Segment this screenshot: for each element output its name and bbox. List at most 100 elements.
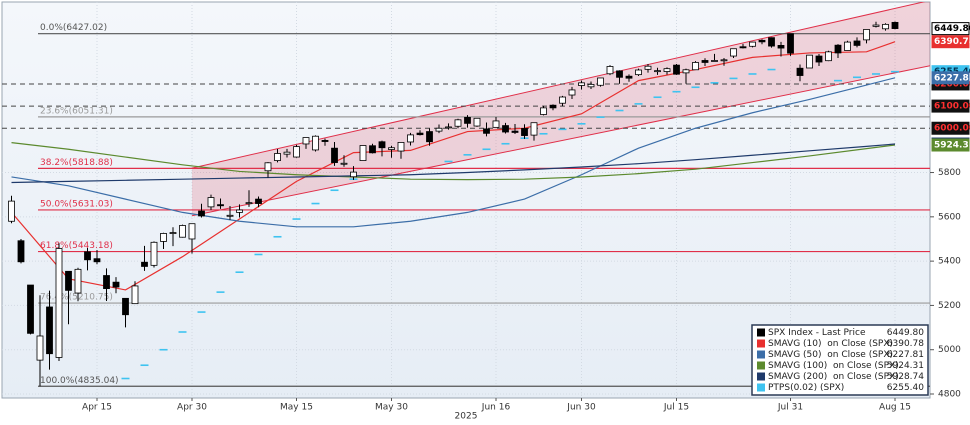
legend-swatch [757,361,765,370]
legend-box [751,324,929,396]
candle-body [521,128,528,136]
candle-body [578,82,585,86]
candle-body [103,275,110,289]
legend-swatch [757,328,765,337]
ma-line [11,41,896,291]
candle-body [198,210,205,217]
candle-body [720,59,728,62]
candle-body [84,251,91,261]
candle-body [606,66,614,75]
candle-body [302,137,310,145]
candle-body [682,69,690,74]
candle-body [587,83,595,88]
candle-body [559,96,566,104]
candle-body [473,117,481,127]
x-tick-label: Aug 15 [879,403,911,413]
candle-body [597,77,604,86]
candle-body [397,142,405,152]
candle-body [93,258,101,263]
candle-body [787,33,794,54]
candle-body [758,39,766,43]
candle-body [483,128,490,134]
legend-label: SMAVG (50) on Close (SPX) [768,350,893,360]
candle-body [730,48,737,57]
candle-body [122,297,129,316]
candle-body [891,21,899,29]
candle-body [350,171,357,178]
candle-body [568,89,576,96]
candle-body [359,145,367,161]
candle-body [692,62,699,71]
candle-body [131,285,139,305]
x-tick-label: Apr 30 [177,403,207,413]
fib-label: 38.2%(5818.88) [40,158,113,168]
x-tick-label: Apr 15 [82,403,112,413]
channel-lower [191,65,930,217]
fib-label: 23.6%(6051.31) [40,106,113,116]
y-tick-label: 4800 [938,390,961,400]
candle-body [226,214,234,217]
fib-label: 61.8%(5443.18) [40,241,113,251]
candle-body [179,225,186,238]
candle-body [673,64,680,75]
candle-body [340,162,348,165]
candle-body [207,197,215,208]
plot: 0.0%(6427.02) 23.6%(6051.31) 38.2%(5818.88… [2,2,930,398]
candle-body [511,130,519,133]
candle-body [445,126,452,129]
candle-body [796,67,804,76]
candle-body [464,116,471,124]
candle-body [426,131,433,143]
candle-body [768,37,775,47]
ma-line [11,142,896,181]
candle-body [27,284,34,334]
value-tag-label: 5924.31 [934,141,970,151]
ma-line [11,143,896,184]
value-tag-label: 6390.78 [934,37,970,47]
candle-body [739,46,747,49]
x-tick-label: May 15 [280,403,313,413]
candle-body [454,119,462,127]
candle-body [825,51,832,62]
legend-swatch [757,372,765,381]
y-tick-label: 5400 [938,257,961,267]
ma-line [11,77,896,228]
candle-body [834,44,842,54]
legend-swatch [757,350,765,359]
value-tag [931,99,970,113]
legend-label: SMAVG (200) on Close (SPX) [768,372,899,382]
candle-body [530,122,538,136]
legend-value: 6227.81 [887,350,924,360]
candle-body [150,241,158,266]
candle-body [283,151,291,155]
value-tag-label: 6449.80 [934,24,970,34]
x-tick-label: Jul 31 [777,403,803,413]
x-tick-label: May 30 [375,403,408,413]
legend-label: PTPS(0.02) (SPX) [768,383,844,393]
candle-body [264,162,272,172]
value-tag [931,121,970,135]
candle-body [74,268,82,294]
candle-body [815,55,823,63]
candle-body [274,153,281,161]
candle-body [331,147,338,163]
y-tick-label: 5600 [938,212,961,222]
candle-body [882,23,889,30]
candle-body [853,40,861,46]
candle-body [435,127,443,132]
x-tick-label: Jul 15 [663,403,689,413]
value-tag-label: 6200.00 [934,79,970,89]
candle-body [711,60,718,62]
candle-body [663,68,671,72]
x-tick-label: Jun 30 [566,403,596,413]
candle-body [502,125,509,133]
candle-body [407,134,414,143]
fib-label: 50.0%(5631.03) [40,199,113,209]
legend-value: 5928.74 [887,372,924,382]
legend-value: 6255.40 [887,383,924,393]
candle-body [46,306,53,355]
legend-label: SMAVG (10) on Close (SPX) [768,339,893,349]
channel-fill [192,2,930,216]
candle-body [17,240,25,263]
